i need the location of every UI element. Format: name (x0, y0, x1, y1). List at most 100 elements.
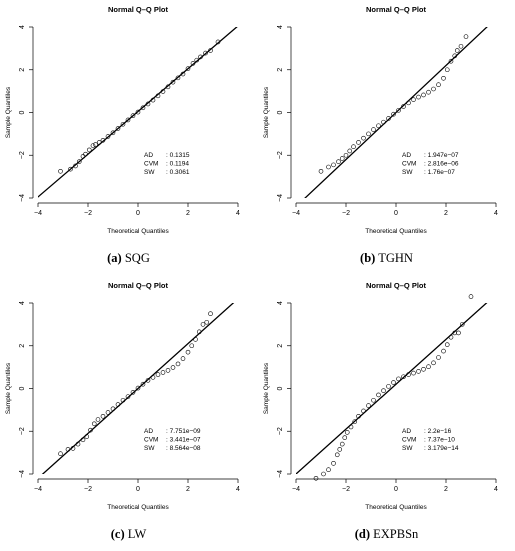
stat-cvm: CVM: 3.441e−07 (144, 437, 201, 444)
qq-point (215, 39, 221, 45)
qq-point (93, 142, 98, 147)
qq-point (371, 127, 376, 132)
qq-point (361, 135, 366, 141)
x-tick-label: −4 (292, 486, 300, 493)
stat-ad: AD: 2.2e−16 (402, 428, 452, 435)
qq-point (185, 66, 191, 71)
x-axis-label: Theoretical Quantiles (107, 228, 169, 235)
qq-point (356, 140, 361, 145)
stat-cvm: CVM: 0.1194 (144, 161, 189, 168)
qq-point (105, 134, 111, 139)
x-axis-label: Theoretical Quantiles (365, 228, 427, 235)
qq-point (459, 322, 465, 327)
qq-point (73, 163, 78, 169)
stat-sw: SW: 0.3061 (144, 169, 190, 176)
qq-point (431, 86, 436, 92)
x-tick-label: 2 (444, 210, 448, 217)
qq-point (436, 82, 441, 88)
qq-chart-svg: Normal Q–Q Plot −4 −2 0 2 4 Theoretical Quanti… (263, 5, 498, 235)
qq-point (441, 348, 446, 354)
qq-point (120, 397, 126, 403)
qq-point (88, 427, 93, 433)
qq-point (58, 168, 63, 174)
qq-point (84, 434, 90, 439)
reference-line (296, 303, 488, 474)
qq-point (381, 388, 386, 393)
caption-tag: (c) (110, 527, 125, 541)
qq-point (198, 54, 203, 60)
qq-panel-tghn: Normal Q–Q Plot −4 −2 0 2 4 Theoretical Quanti… (258, 0, 515, 275)
reference-line (304, 27, 488, 198)
qq-point (70, 446, 76, 451)
qq-point (426, 364, 431, 369)
qq-point (76, 159, 82, 164)
qq-point (155, 372, 161, 377)
qq-point (396, 108, 401, 113)
qq-point (321, 471, 326, 477)
qq-point (180, 71, 186, 77)
qq-point (401, 104, 406, 109)
qq-point (165, 84, 171, 90)
qq-point (463, 34, 469, 39)
caption-tag: (d) (354, 527, 370, 541)
y-tick-label: −2 (277, 427, 284, 435)
qq-point (452, 53, 458, 59)
qq-point (401, 374, 406, 380)
qq-point (208, 48, 213, 53)
qq-point (170, 365, 176, 370)
y-tick-label: 2 (19, 344, 26, 348)
qq-point (175, 361, 181, 367)
caption-name: SQG (121, 251, 150, 265)
qq-panel-lw: Normal Q–Q Plot −4 −2 0 2 4 Theoretical Quanti… (0, 276, 257, 551)
x-tick-label: −2 (342, 486, 350, 493)
y-tick-label: 0 (277, 110, 284, 114)
qq-point (105, 410, 111, 415)
qq-point (361, 408, 366, 414)
qq-point (150, 97, 156, 103)
y-tick-label: 2 (19, 68, 26, 72)
x-tick-label: 4 (494, 486, 498, 493)
x-tick-label: −4 (34, 486, 42, 493)
x-tick-label: −4 (34, 210, 42, 217)
qq-point (68, 166, 73, 172)
qq-point (448, 58, 454, 64)
qq-point (75, 441, 81, 447)
stat-cvm: CVM: 7.37e−10 (402, 437, 455, 444)
qq-point (339, 441, 345, 447)
qq-point (376, 123, 381, 129)
qq-point (180, 356, 186, 361)
qq-point (458, 43, 464, 49)
qq-point (391, 380, 396, 385)
y-axis-label: Sample Quantiles (263, 86, 270, 138)
x-tick-label: 2 (186, 210, 190, 217)
qq-point (348, 424, 354, 430)
qq-point (115, 402, 121, 407)
qq-point (175, 75, 181, 81)
stat-sw: SW: 1.76e−07 (402, 169, 455, 176)
reference-line (38, 27, 238, 198)
y-tick-label: 4 (277, 301, 284, 305)
qq-point (194, 57, 200, 63)
y-tick-label: −4 (277, 194, 284, 202)
qq-point (95, 417, 101, 422)
qq-point (386, 384, 391, 389)
qq-point (426, 89, 431, 95)
qq-point (336, 159, 341, 164)
qq-point (344, 430, 350, 435)
x-tick-label: 0 (394, 486, 398, 493)
qq-point (331, 162, 336, 168)
qq-point (406, 372, 411, 377)
qq-point (371, 397, 376, 403)
qq-point (208, 311, 213, 316)
qq-point (456, 330, 461, 336)
qq-point (140, 105, 146, 111)
qq-chart-svg: Normal Q–Q Plot −4 −2 0 2 4 Theoretical Quanti… (5, 5, 240, 235)
x-tick-label: 4 (494, 210, 498, 217)
qq-point (366, 403, 371, 408)
y-tick-label: 0 (277, 386, 284, 390)
x-tick-label: −4 (292, 210, 300, 217)
panel-caption: (d) EXPBSn (258, 527, 515, 542)
qq-point (100, 413, 106, 419)
qq-point (190, 61, 196, 66)
qq-panel-expbsn: Normal Q–Q Plot −4 −2 0 2 4 Theoretical Quanti… (258, 276, 515, 551)
